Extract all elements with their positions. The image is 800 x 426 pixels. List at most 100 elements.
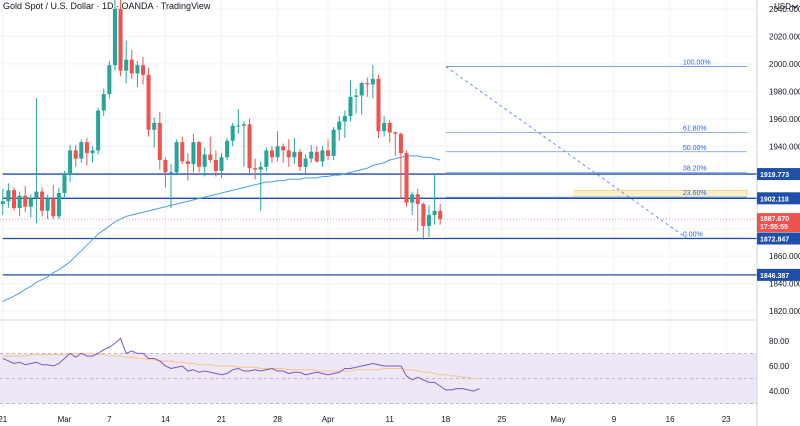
candle-body [247, 124, 252, 169]
horizontal-levels[interactable] [0, 173, 757, 276]
candle [236, 109, 241, 134]
candle [326, 139, 331, 160]
candle [269, 146, 274, 163]
candle [23, 186, 28, 213]
candle-body [398, 133, 403, 154]
candle [45, 194, 50, 220]
candle [6, 183, 11, 209]
time-tick-label: May [550, 415, 565, 424]
candle-body [169, 172, 174, 174]
price-tick-label: 2000.000 [769, 60, 800, 69]
candle-body [45, 198, 50, 211]
level-price-tag [757, 168, 800, 181]
trendline[interactable] [445, 66, 688, 239]
candle-body [415, 194, 420, 204]
fib-level-label: 38.20% [683, 165, 707, 172]
chart-title: Gold Spot / U.S. Dollar · 1D · OANDA · T… [3, 1, 211, 11]
candle-body [382, 122, 387, 132]
candle-body [241, 124, 246, 126]
candle-body [426, 214, 431, 226]
candle [376, 74, 381, 139]
candle [275, 131, 280, 162]
rsi-tick-label: 80.00 [769, 337, 790, 346]
time-tick-label: 28 [273, 415, 282, 424]
candle-body [40, 191, 45, 211]
price-tick-label: 1860.000 [769, 252, 800, 261]
candle-body [264, 150, 269, 167]
candle-body [404, 153, 409, 203]
candle-body [23, 195, 28, 207]
candle [84, 138, 89, 166]
candle-body [146, 74, 151, 130]
candle-body [6, 190, 11, 202]
candle-body [62, 175, 67, 193]
candle-body [326, 150, 331, 156]
candle [40, 187, 45, 217]
candle [393, 131, 398, 156]
candle-body [303, 158, 308, 167]
candle-body [56, 192, 61, 217]
time-axis[interactable]: 21 Mar 7 14 21 28 Apr 11 18 25 May 9 16 23 [0, 415, 731, 424]
candle [28, 194, 33, 218]
candle [118, 0, 123, 77]
time-tick-label: 7 [107, 415, 112, 424]
price-tick-label: 2020.000 [769, 32, 800, 41]
candle [101, 88, 106, 117]
time-tick-label: Apr [322, 415, 335, 424]
candle [348, 80, 353, 122]
candle-body [11, 190, 17, 209]
candle [129, 50, 134, 79]
candle [370, 65, 375, 99]
candle-body [17, 195, 22, 209]
candle-body [297, 151, 303, 167]
candle [432, 173, 437, 225]
candle [79, 139, 84, 163]
candle [146, 67, 151, 137]
candle [426, 205, 431, 237]
countdown-tag-text: 17:55:55 [760, 224, 788, 231]
time-tick-label: 14 [161, 415, 170, 424]
candle [51, 184, 56, 220]
candle [415, 188, 420, 232]
candle [191, 133, 196, 173]
candle [185, 153, 190, 181]
candle-body [208, 154, 213, 160]
candle-body [354, 95, 359, 97]
candle [96, 107, 101, 155]
candle-body [342, 116, 347, 122]
candle [258, 161, 263, 211]
candle-body [387, 122, 392, 133]
level-price-tag [757, 232, 800, 245]
candle [180, 136, 185, 165]
candle-body [309, 151, 314, 159]
candle-body [225, 140, 230, 158]
candle-body [68, 150, 73, 176]
price-tick-label: 1960.000 [769, 115, 800, 124]
candle-body [73, 150, 78, 159]
candle [34, 98, 39, 224]
fib-zone [574, 189, 748, 198]
candle-body [421, 203, 426, 226]
candle [331, 127, 336, 160]
candle-body [107, 65, 112, 95]
candle-body [51, 198, 56, 217]
level-price-tag [757, 268, 800, 281]
candle-body [331, 129, 336, 156]
candle [309, 144, 314, 163]
current-price-tag-text: 1887.670 [760, 216, 789, 223]
candle-body [118, 8, 123, 71]
time-tick-label: 21 [0, 415, 8, 424]
currency-selector[interactable]: USD [774, 2, 791, 11]
candle-body [432, 210, 437, 215]
candle-body [140, 65, 146, 75]
candle [219, 153, 224, 178]
current-price-tag [757, 213, 800, 233]
chevron-down-icon[interactable] [791, 4, 799, 9]
candle [387, 120, 392, 143]
candle-body [365, 83, 370, 85]
candle-body [28, 198, 33, 207]
fib-level-label: 23.60% [683, 190, 707, 197]
time-tick-label: Mar [58, 415, 72, 424]
candle [247, 118, 252, 176]
